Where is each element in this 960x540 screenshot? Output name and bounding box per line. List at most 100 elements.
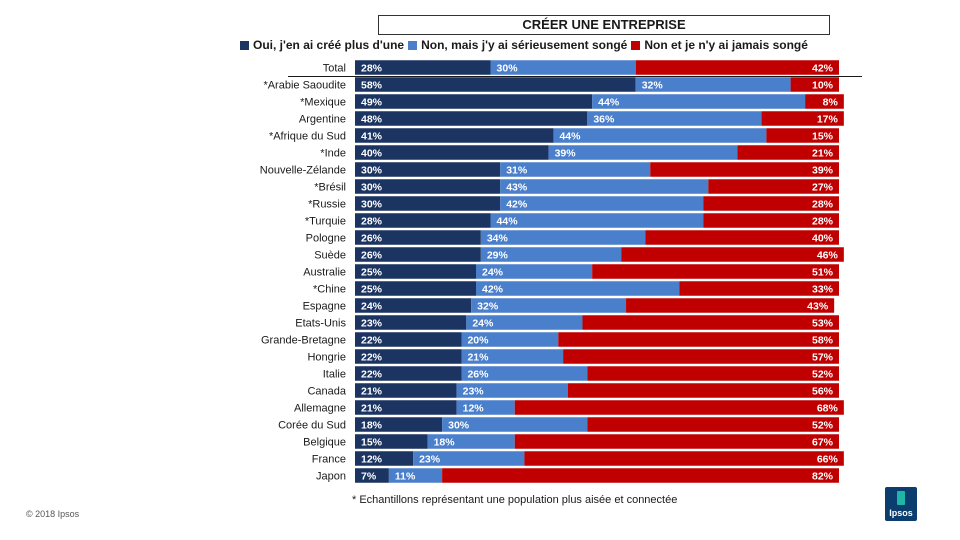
bar-segment-3 — [635, 60, 839, 75]
data-label: 40% — [361, 148, 383, 160]
category-label: *Turquie — [305, 216, 346, 228]
data-label: 25% — [361, 284, 383, 296]
legend-swatch-1 — [240, 40, 249, 50]
data-label: 30% — [497, 63, 519, 75]
bar-segment-1 — [355, 230, 481, 245]
bar-segment-2 — [480, 247, 622, 262]
data-label: 12% — [463, 403, 485, 415]
data-label: 30% — [361, 182, 383, 194]
logo-mark-icon — [897, 491, 905, 505]
legend: Oui, j'en ai créé plus d'une Non, mais j… — [240, 37, 850, 53]
data-label: 22% — [361, 335, 383, 347]
bar-segment-3 — [703, 196, 839, 211]
bar-segment-1 — [355, 60, 491, 75]
data-label: 12% — [361, 454, 383, 466]
data-label: 44% — [598, 97, 620, 109]
data-label: 53% — [812, 318, 834, 330]
bar-segment-3 — [761, 111, 844, 126]
data-label: 82% — [812, 471, 834, 483]
data-label: 28% — [361, 63, 383, 75]
category-label: *Russie — [308, 199, 346, 211]
bar-segment-3 — [563, 349, 839, 364]
data-label: 26% — [361, 233, 383, 245]
bar-segment-3 — [442, 468, 839, 483]
data-label: 41% — [361, 131, 383, 143]
bar-segment-1 — [355, 128, 554, 143]
bar-segment-2 — [442, 417, 588, 432]
category-label: Allemagne — [294, 403, 346, 415]
data-label: 42% — [812, 63, 834, 75]
bar-segment-1 — [355, 383, 457, 398]
data-label: 33% — [812, 284, 834, 296]
data-label: 58% — [361, 80, 383, 92]
bar-segment-3 — [587, 417, 839, 432]
bar-segment-1 — [355, 162, 501, 177]
bar-segment-1 — [355, 468, 389, 483]
bar-segment-2 — [476, 264, 593, 279]
legend-label-1: Oui, j'en ai créé plus d'une — [253, 38, 405, 52]
category-label: *Afrique du Sud — [269, 131, 346, 143]
legend-swatch-3 — [631, 40, 641, 50]
category-label: *Inde — [320, 148, 346, 160]
bar-segment-1 — [355, 332, 462, 347]
bar-segment-1 — [355, 264, 476, 279]
category-label: *Brésil — [314, 182, 346, 194]
bar-segment-2 — [500, 196, 704, 211]
bar-segment-2 — [480, 230, 646, 245]
data-label: 43% — [807, 301, 829, 313]
data-label: 42% — [482, 284, 504, 296]
bar-segment-2 — [635, 77, 791, 92]
bar-segment-2 — [461, 332, 559, 347]
bar-segment-2 — [553, 128, 767, 143]
category-label: *Arabie Saoudite — [263, 80, 346, 92]
bar-segment-3 — [514, 400, 844, 415]
bar-segment-3 — [587, 366, 839, 381]
bar-segment-2 — [592, 94, 806, 109]
category-label: Total — [323, 63, 346, 75]
chart-title: CRÉER UNE ENTREPRISE — [378, 15, 830, 35]
data-label: 24% — [361, 301, 383, 313]
bar-segment-1 — [355, 77, 636, 92]
bar-segment-3 — [679, 281, 839, 296]
data-label: 10% — [812, 80, 834, 92]
data-label: 26% — [361, 250, 383, 262]
data-label: 25% — [361, 267, 383, 279]
ipsos-logo: Ipsos — [885, 487, 917, 521]
bar-segment-2 — [587, 111, 762, 126]
data-label: 11% — [395, 471, 416, 483]
data-label: 24% — [482, 267, 504, 279]
bar-segment-1 — [355, 247, 481, 262]
data-label: 46% — [817, 250, 839, 262]
bar-segment-2 — [466, 315, 583, 330]
category-label: *Mexique — [300, 97, 346, 109]
data-label: 43% — [506, 182, 528, 194]
data-label: 7% — [361, 471, 377, 483]
data-label: 21% — [361, 386, 383, 398]
category-label: Canada — [307, 386, 346, 398]
bar-segment-1 — [355, 179, 501, 194]
bar-segment-3 — [650, 162, 839, 177]
bar-segment-1 — [355, 349, 462, 364]
data-label: 39% — [555, 148, 577, 160]
data-label: 21% — [361, 403, 383, 415]
legend-item-2: Non, mais j'y ai sérieusement songé — [408, 38, 627, 52]
bar-segment-2 — [500, 162, 651, 177]
bar-segment-2 — [461, 366, 588, 381]
data-label: 56% — [812, 386, 834, 398]
copyright: © 2018 Ipsos — [26, 509, 80, 519]
category-label: Etats-Unis — [295, 318, 346, 330]
legend-swatch-2 — [408, 40, 418, 50]
category-label: Australie — [303, 267, 346, 279]
bar-segment-2 — [388, 468, 443, 483]
bar-segment-3 — [805, 94, 844, 109]
data-label: 36% — [593, 114, 615, 126]
bar-segment-3 — [514, 434, 839, 449]
category-label: Argentine — [299, 114, 346, 126]
data-label: 23% — [361, 318, 383, 330]
bar-segment-2 — [413, 451, 525, 466]
bar-segment-1 — [355, 400, 457, 415]
bar-segment-1 — [355, 366, 462, 381]
bar-segment-1 — [355, 298, 472, 313]
data-label: 30% — [361, 165, 383, 177]
data-label: 21% — [812, 148, 834, 160]
